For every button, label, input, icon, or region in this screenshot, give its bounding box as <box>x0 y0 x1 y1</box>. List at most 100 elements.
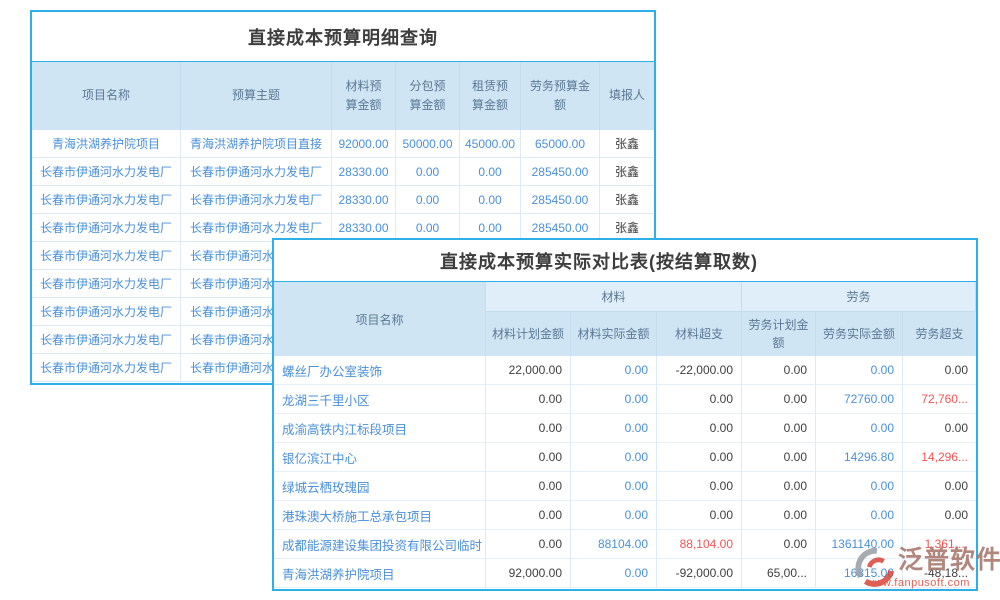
cell-labor-over: 0.00 <box>903 356 976 385</box>
budget-compare-table-header: 项目名称 材料 劳务 材料计划金额 材料实际金额 材料超支 劳务计划金额 劳务实… <box>274 282 976 356</box>
col-header-reporter: 填报人 <box>609 88 646 103</box>
cell-budget-subject[interactable]: 青海洪湖养护院项目直接 <box>181 130 332 158</box>
cell-rental-budget[interactable]: 0.00 <box>460 158 521 186</box>
cell-labor-actual[interactable]: 16815.00 <box>816 559 903 588</box>
table-row: 银亿滨江中心 0.00 0.00 0.00 0.00 14296.80 14,296... <box>274 443 976 472</box>
cell-project-name[interactable]: 港珠澳大桥施工总承包项目 <box>274 501 486 530</box>
cell-project-name[interactable]: 绿城云栖玫瑰园 <box>274 472 486 501</box>
cell-labor-actual[interactable]: 1361140.00 <box>816 530 903 559</box>
table-row: 青海洪湖养护院项目 92,000.00 0.00 -92,000.00 65,00...… <box>274 559 976 588</box>
cell-material-budget[interactable]: 28330.00 <box>332 158 396 186</box>
cell-material-actual[interactable]: 0.00 <box>571 559 657 588</box>
budget-detail-table-title: 直接成本预算明细查询 <box>32 12 654 62</box>
cell-project-name[interactable]: 青海洪湖养护院项目 <box>274 559 486 588</box>
group-header-material: 材料 <box>486 282 742 312</box>
cell-material-actual[interactable]: 0.00 <box>571 472 657 501</box>
cell-labor-actual[interactable]: 0.00 <box>816 356 903 385</box>
cell-material-over: -22,000.00 <box>657 356 742 385</box>
col-header-project-name: 项目名称 <box>274 282 486 356</box>
cell-subcontract-budget[interactable]: 50000.00 <box>396 130 460 158</box>
cell-project-name[interactable]: 长春市伊通河水力发电厂 <box>32 186 181 214</box>
cell-labor-budget[interactable]: 285450.00 <box>521 186 600 214</box>
table-row: 成渝高铁内江标段项目 0.00 0.00 0.00 0.00 0.00 0.00 <box>274 414 976 443</box>
cell-project-name[interactable]: 成渝高铁内江标段项目 <box>274 414 486 443</box>
cell-labor-actual[interactable]: 14296.80 <box>816 443 903 472</box>
cell-labor-over: 1,361,... <box>903 530 976 559</box>
cell-material-plan: 0.00 <box>486 501 571 530</box>
table-row: 龙湖三千里小区 0.00 0.00 0.00 0.00 72760.00 72,760... <box>274 385 976 414</box>
cell-material-over: 0.00 <box>657 385 742 414</box>
cell-material-over: 0.00 <box>657 443 742 472</box>
budget-detail-table-header: 项目名称 预算主题 材料预算金额 分包预算金额 租赁预算金额 劳务预算金额 填报… <box>32 62 654 130</box>
cell-labor-actual[interactable]: 72760.00 <box>816 385 903 414</box>
col-header-rental-budget: 租赁预算金额 <box>460 62 521 130</box>
cell-labor-budget[interactable]: 285450.00 <box>521 158 600 186</box>
cell-rental-budget[interactable]: 45000.00 <box>460 130 521 158</box>
cell-labor-actual[interactable]: 0.00 <box>816 414 903 443</box>
cell-material-over: 0.00 <box>657 472 742 501</box>
cell-project-name[interactable]: 成都能源建设集团投资有限公司临时 <box>274 530 486 559</box>
cell-material-actual[interactable]: 0.00 <box>571 385 657 414</box>
cell-labor-over: 72,760... <box>903 385 976 414</box>
cell-labor-plan: 0.00 <box>742 356 816 385</box>
cell-labor-actual[interactable]: 0.00 <box>816 472 903 501</box>
cell-labor-budget[interactable]: 65000.00 <box>521 130 600 158</box>
col-header-material-plan: 材料计划金额 <box>486 312 571 356</box>
cell-subcontract-budget[interactable]: 0.00 <box>396 186 460 214</box>
cell-budget-subject[interactable]: 长春市伊通河水力发电厂 <box>181 214 332 242</box>
col-header-labor-actual: 劳务实际金额 <box>816 312 903 356</box>
table-row: 螺丝厂办公室装饰 22,000.00 0.00 -22,000.00 0.00 0.00 0… <box>274 356 976 385</box>
cell-project-name[interactable]: 长春市伊通河水力发电厂 <box>32 326 181 354</box>
cell-subcontract-budget[interactable]: 0.00 <box>396 158 460 186</box>
cell-project-name[interactable]: 银亿滨江中心 <box>274 443 486 472</box>
table-row: 长春市伊通河水力发电厂 长春市伊通河水力发电厂 28330.00 0.00 0.00 28… <box>32 186 654 214</box>
table-row: 绿城云栖玫瑰园 0.00 0.00 0.00 0.00 0.00 0.00 <box>274 472 976 501</box>
cell-labor-actual[interactable]: 0.00 <box>816 501 903 530</box>
cell-material-over: 0.00 <box>657 414 742 443</box>
cell-material-actual[interactable]: 0.00 <box>571 501 657 530</box>
cell-material-over: -92,000.00 <box>657 559 742 588</box>
cell-material-actual[interactable]: 88104.00 <box>571 530 657 559</box>
cell-material-plan: 0.00 <box>486 472 571 501</box>
cell-material-actual[interactable]: 0.00 <box>571 414 657 443</box>
col-header-subcontract-budget: 分包预算金额 <box>396 62 460 130</box>
cell-labor-plan: 0.00 <box>742 443 816 472</box>
col-header-labor-over: 劳务超支 <box>915 327 964 341</box>
cell-rental-budget[interactable]: 0.00 <box>460 186 521 214</box>
col-header-material-over: 材料超支 <box>657 312 742 356</box>
cell-labor-over: 0.00 <box>903 414 976 443</box>
cell-labor-plan: 65,00... <box>742 559 816 588</box>
cell-project-name[interactable]: 长春市伊通河水力发电厂 <box>32 354 181 382</box>
budget-compare-table-body: 螺丝厂办公室装饰 22,000.00 0.00 -22,000.00 0.00 0.00 0… <box>274 356 976 588</box>
table-row: 长春市伊通河水力发电厂 长春市伊通河水力发电厂 28330.00 0.00 0.00 28… <box>32 158 654 186</box>
cell-project-name[interactable]: 长春市伊通河水力发电厂 <box>32 298 181 326</box>
cell-material-plan: 92,000.00 <box>486 559 571 588</box>
cell-project-name[interactable]: 长春市伊通河水力发电厂 <box>32 214 181 242</box>
cell-labor-over: 0.00 <box>903 472 976 501</box>
budget-detail-table: 直接成本预算明细查询 项目名称 预算主题 材料预算金额 分包预算金额 租赁预算金… <box>30 10 656 385</box>
cell-material-actual[interactable]: 0.00 <box>571 443 657 472</box>
col-header-material-actual: 材料实际金额 <box>571 312 657 356</box>
group-header-labor: 劳务 <box>742 282 976 312</box>
cell-budget-subject[interactable]: 长春市伊通河水力发电厂 <box>181 186 332 214</box>
cell-project-name[interactable]: 长春市伊通河水力发电厂 <box>32 158 181 186</box>
cell-labor-plan: 0.00 <box>742 385 816 414</box>
cell-material-budget[interactable]: 28330.00 <box>332 186 396 214</box>
cell-reporter: 张鑫 <box>600 158 654 186</box>
cell-labor-plan: 0.00 <box>742 501 816 530</box>
cell-project-name[interactable]: 长春市伊通河水力发电厂 <box>32 270 181 298</box>
cell-material-plan: 0.00 <box>486 530 571 559</box>
cell-reporter: 张鑫 <box>600 186 654 214</box>
cell-project-name[interactable]: 螺丝厂办公室装饰 <box>274 356 486 385</box>
cell-material-actual[interactable]: 0.00 <box>571 356 657 385</box>
cell-project-name[interactable]: 青海洪湖养护院项目 <box>32 130 181 158</box>
cell-material-budget[interactable]: 92000.00 <box>332 130 396 158</box>
budget-compare-table: 直接成本预算实际对比表(按结算取数) 项目名称 材料 劳务 材料计划金额 材料实… <box>272 238 978 591</box>
cell-labor-plan: 0.00 <box>742 472 816 501</box>
col-header-labor-budget: 劳务预算金额 <box>521 62 600 130</box>
cell-project-name[interactable]: 长春市伊通河水力发电厂 <box>32 242 181 270</box>
cell-budget-subject[interactable]: 长春市伊通河水力发电厂 <box>181 158 332 186</box>
table-row: 青海洪湖养护院项目 青海洪湖养护院项目直接 92000.00 50000.00 4500… <box>32 130 654 158</box>
cell-labor-over: 0.00 <box>903 501 976 530</box>
cell-project-name[interactable]: 龙湖三千里小区 <box>274 385 486 414</box>
